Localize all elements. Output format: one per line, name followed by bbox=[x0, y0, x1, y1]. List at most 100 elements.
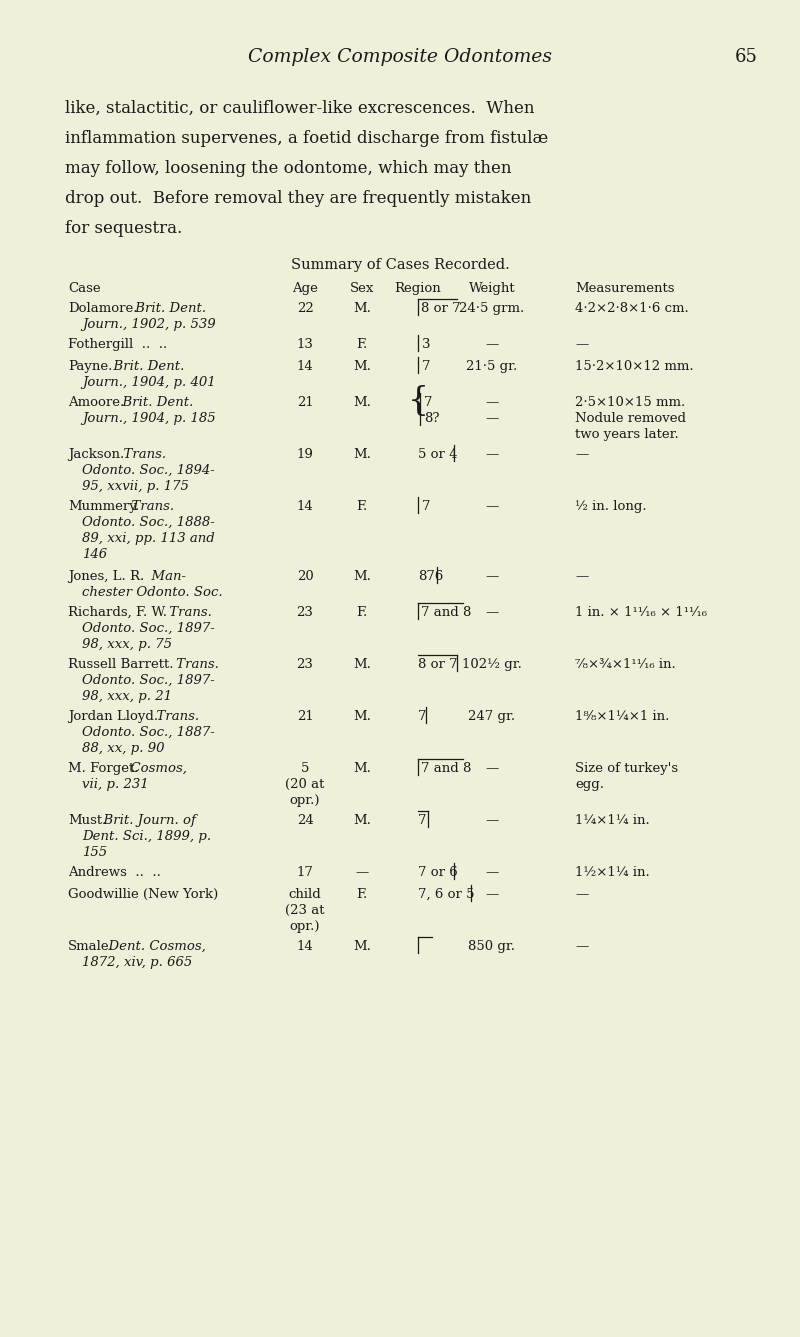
Text: 8 or 7: 8 or 7 bbox=[418, 658, 458, 671]
Text: Size of turkey's: Size of turkey's bbox=[575, 762, 678, 775]
Text: Odonto. Soc., 1894-: Odonto. Soc., 1894- bbox=[82, 464, 214, 477]
Text: M.: M. bbox=[353, 396, 371, 409]
Text: ½ in. long.: ½ in. long. bbox=[575, 500, 646, 513]
Text: child: child bbox=[289, 888, 322, 901]
Text: M.: M. bbox=[353, 570, 371, 583]
Text: Cosmos,: Cosmos, bbox=[122, 762, 187, 775]
Text: Measurements: Measurements bbox=[575, 282, 674, 295]
Text: 247 gr.: 247 gr. bbox=[469, 710, 515, 723]
Text: vii, p. 231: vii, p. 231 bbox=[82, 778, 149, 792]
Text: 5 or 4: 5 or 4 bbox=[418, 448, 458, 461]
Text: 95, xxvii, p. 175: 95, xxvii, p. 175 bbox=[82, 480, 189, 493]
Text: 876: 876 bbox=[418, 570, 443, 583]
Text: 7 and 8: 7 and 8 bbox=[421, 762, 471, 775]
Text: Nodule removed: Nodule removed bbox=[575, 412, 686, 425]
Text: 22: 22 bbox=[297, 302, 314, 316]
Text: 24: 24 bbox=[297, 814, 314, 828]
Text: 4·2×2·8×1·6 cm.: 4·2×2·8×1·6 cm. bbox=[575, 302, 689, 316]
Text: Must.: Must. bbox=[68, 814, 106, 828]
Text: Russell Barrett.: Russell Barrett. bbox=[68, 658, 174, 671]
Text: ⁷⁄₈×¾×1¹¹⁄₁₆ in.: ⁷⁄₈×¾×1¹¹⁄₁₆ in. bbox=[575, 658, 676, 671]
Text: 7: 7 bbox=[418, 710, 426, 723]
Text: Trans.: Trans. bbox=[165, 606, 212, 619]
Text: M.: M. bbox=[353, 762, 371, 775]
Text: 7: 7 bbox=[424, 396, 433, 409]
Text: Complex Composite Odontomes: Complex Composite Odontomes bbox=[248, 48, 552, 66]
Text: Odonto. Soc., 1888-: Odonto. Soc., 1888- bbox=[82, 516, 214, 529]
Text: Richards, F. W.: Richards, F. W. bbox=[68, 606, 167, 619]
Text: two years later.: two years later. bbox=[575, 428, 678, 441]
Text: 98, xxx, p. 21: 98, xxx, p. 21 bbox=[82, 690, 172, 703]
Text: —: — bbox=[486, 448, 498, 461]
Text: 3: 3 bbox=[422, 338, 430, 352]
Text: Summary of Cases Recorded.: Summary of Cases Recorded. bbox=[290, 258, 510, 271]
Text: Man-: Man- bbox=[143, 570, 186, 583]
Text: Weight: Weight bbox=[469, 282, 515, 295]
Text: Dent. Cosmos,: Dent. Cosmos, bbox=[100, 940, 206, 953]
Text: 21: 21 bbox=[297, 396, 314, 409]
Text: M.: M. bbox=[353, 448, 371, 461]
Text: M. Forget.: M. Forget. bbox=[68, 762, 138, 775]
Text: —: — bbox=[486, 762, 498, 775]
Text: Amoore.: Amoore. bbox=[68, 396, 124, 409]
Text: 1872, xiv, p. 665: 1872, xiv, p. 665 bbox=[82, 956, 192, 969]
Text: may follow, loosening the odontome, which may then: may follow, loosening the odontome, whic… bbox=[65, 160, 511, 176]
Text: 7, 6 or 5: 7, 6 or 5 bbox=[418, 888, 474, 901]
Text: M.: M. bbox=[353, 658, 371, 671]
Text: —: — bbox=[575, 570, 588, 583]
Text: 17: 17 bbox=[297, 866, 314, 878]
Text: inflammation supervenes, a foetid discharge from fistulæ: inflammation supervenes, a foetid discha… bbox=[65, 130, 548, 147]
Text: 7: 7 bbox=[422, 500, 430, 513]
Text: 20: 20 bbox=[297, 570, 314, 583]
Text: 5: 5 bbox=[301, 762, 309, 775]
Text: 1 in. × 1¹¹⁄₁₆ × 1¹¹⁄₁₆: 1 in. × 1¹¹⁄₁₆ × 1¹¹⁄₁₆ bbox=[575, 606, 707, 619]
Text: Dent. Sci., 1899, p.: Dent. Sci., 1899, p. bbox=[82, 830, 211, 844]
Text: —: — bbox=[486, 338, 498, 352]
Text: —: — bbox=[486, 396, 498, 409]
Text: —: — bbox=[486, 814, 498, 828]
Text: M.: M. bbox=[353, 814, 371, 828]
Text: Fothergill  ..  ..: Fothergill .. .. bbox=[68, 338, 167, 352]
Text: like, stalactitic, or cauliflower-like excrescences.  When: like, stalactitic, or cauliflower-like e… bbox=[65, 100, 534, 118]
Text: Goodwillie (New York): Goodwillie (New York) bbox=[68, 888, 218, 901]
Text: Case: Case bbox=[68, 282, 101, 295]
Text: M.: M. bbox=[353, 360, 371, 373]
Text: Jackson.: Jackson. bbox=[68, 448, 124, 461]
Text: Dolamore.: Dolamore. bbox=[68, 302, 138, 316]
Text: F.: F. bbox=[356, 888, 368, 901]
Text: 1½×1¼ in.: 1½×1¼ in. bbox=[575, 866, 650, 878]
Text: Mummery.: Mummery. bbox=[68, 500, 139, 513]
Text: 21: 21 bbox=[297, 710, 314, 723]
Text: chester Odonto. Soc.: chester Odonto. Soc. bbox=[82, 586, 222, 599]
Text: 7: 7 bbox=[418, 814, 426, 828]
Text: Age: Age bbox=[292, 282, 318, 295]
Text: Trans.: Trans. bbox=[148, 710, 199, 723]
Text: F.: F. bbox=[356, 606, 368, 619]
Text: —: — bbox=[355, 866, 369, 878]
Text: (20 at: (20 at bbox=[286, 778, 325, 792]
Text: Journ., 1904, p. 185: Journ., 1904, p. 185 bbox=[82, 412, 216, 425]
Text: drop out.  Before removal they are frequently mistaken: drop out. Before removal they are freque… bbox=[65, 190, 531, 207]
Text: —: — bbox=[486, 606, 498, 619]
Text: Trans.: Trans. bbox=[123, 500, 174, 513]
Text: 102½ gr.: 102½ gr. bbox=[462, 658, 522, 671]
Text: 2·5×10×15 mm.: 2·5×10×15 mm. bbox=[575, 396, 686, 409]
Text: 7 or 6: 7 or 6 bbox=[418, 866, 458, 878]
Text: —: — bbox=[486, 412, 498, 425]
Text: —: — bbox=[575, 448, 588, 461]
Text: 15·2×10×12 mm.: 15·2×10×12 mm. bbox=[575, 360, 694, 373]
Text: 8 or 7: 8 or 7 bbox=[421, 302, 461, 316]
Text: 24·5 grm.: 24·5 grm. bbox=[459, 302, 525, 316]
Text: Journ., 1902, p. 539: Journ., 1902, p. 539 bbox=[82, 318, 216, 332]
Text: (23 at: (23 at bbox=[286, 904, 325, 917]
Text: Brit. Dent.: Brit. Dent. bbox=[131, 302, 206, 316]
Text: Brit. Journ. of: Brit. Journ. of bbox=[95, 814, 196, 828]
Text: Odonto. Soc., 1897-: Odonto. Soc., 1897- bbox=[82, 622, 214, 635]
Text: —: — bbox=[486, 888, 498, 901]
Text: 155: 155 bbox=[82, 846, 107, 858]
Text: Journ., 1904, p. 401: Journ., 1904, p. 401 bbox=[82, 376, 216, 389]
Text: 850 gr.: 850 gr. bbox=[469, 940, 515, 953]
Text: Region: Region bbox=[394, 282, 442, 295]
Text: 1⁸⁄₈×1¼×1 in.: 1⁸⁄₈×1¼×1 in. bbox=[575, 710, 670, 723]
Text: —: — bbox=[575, 888, 588, 901]
